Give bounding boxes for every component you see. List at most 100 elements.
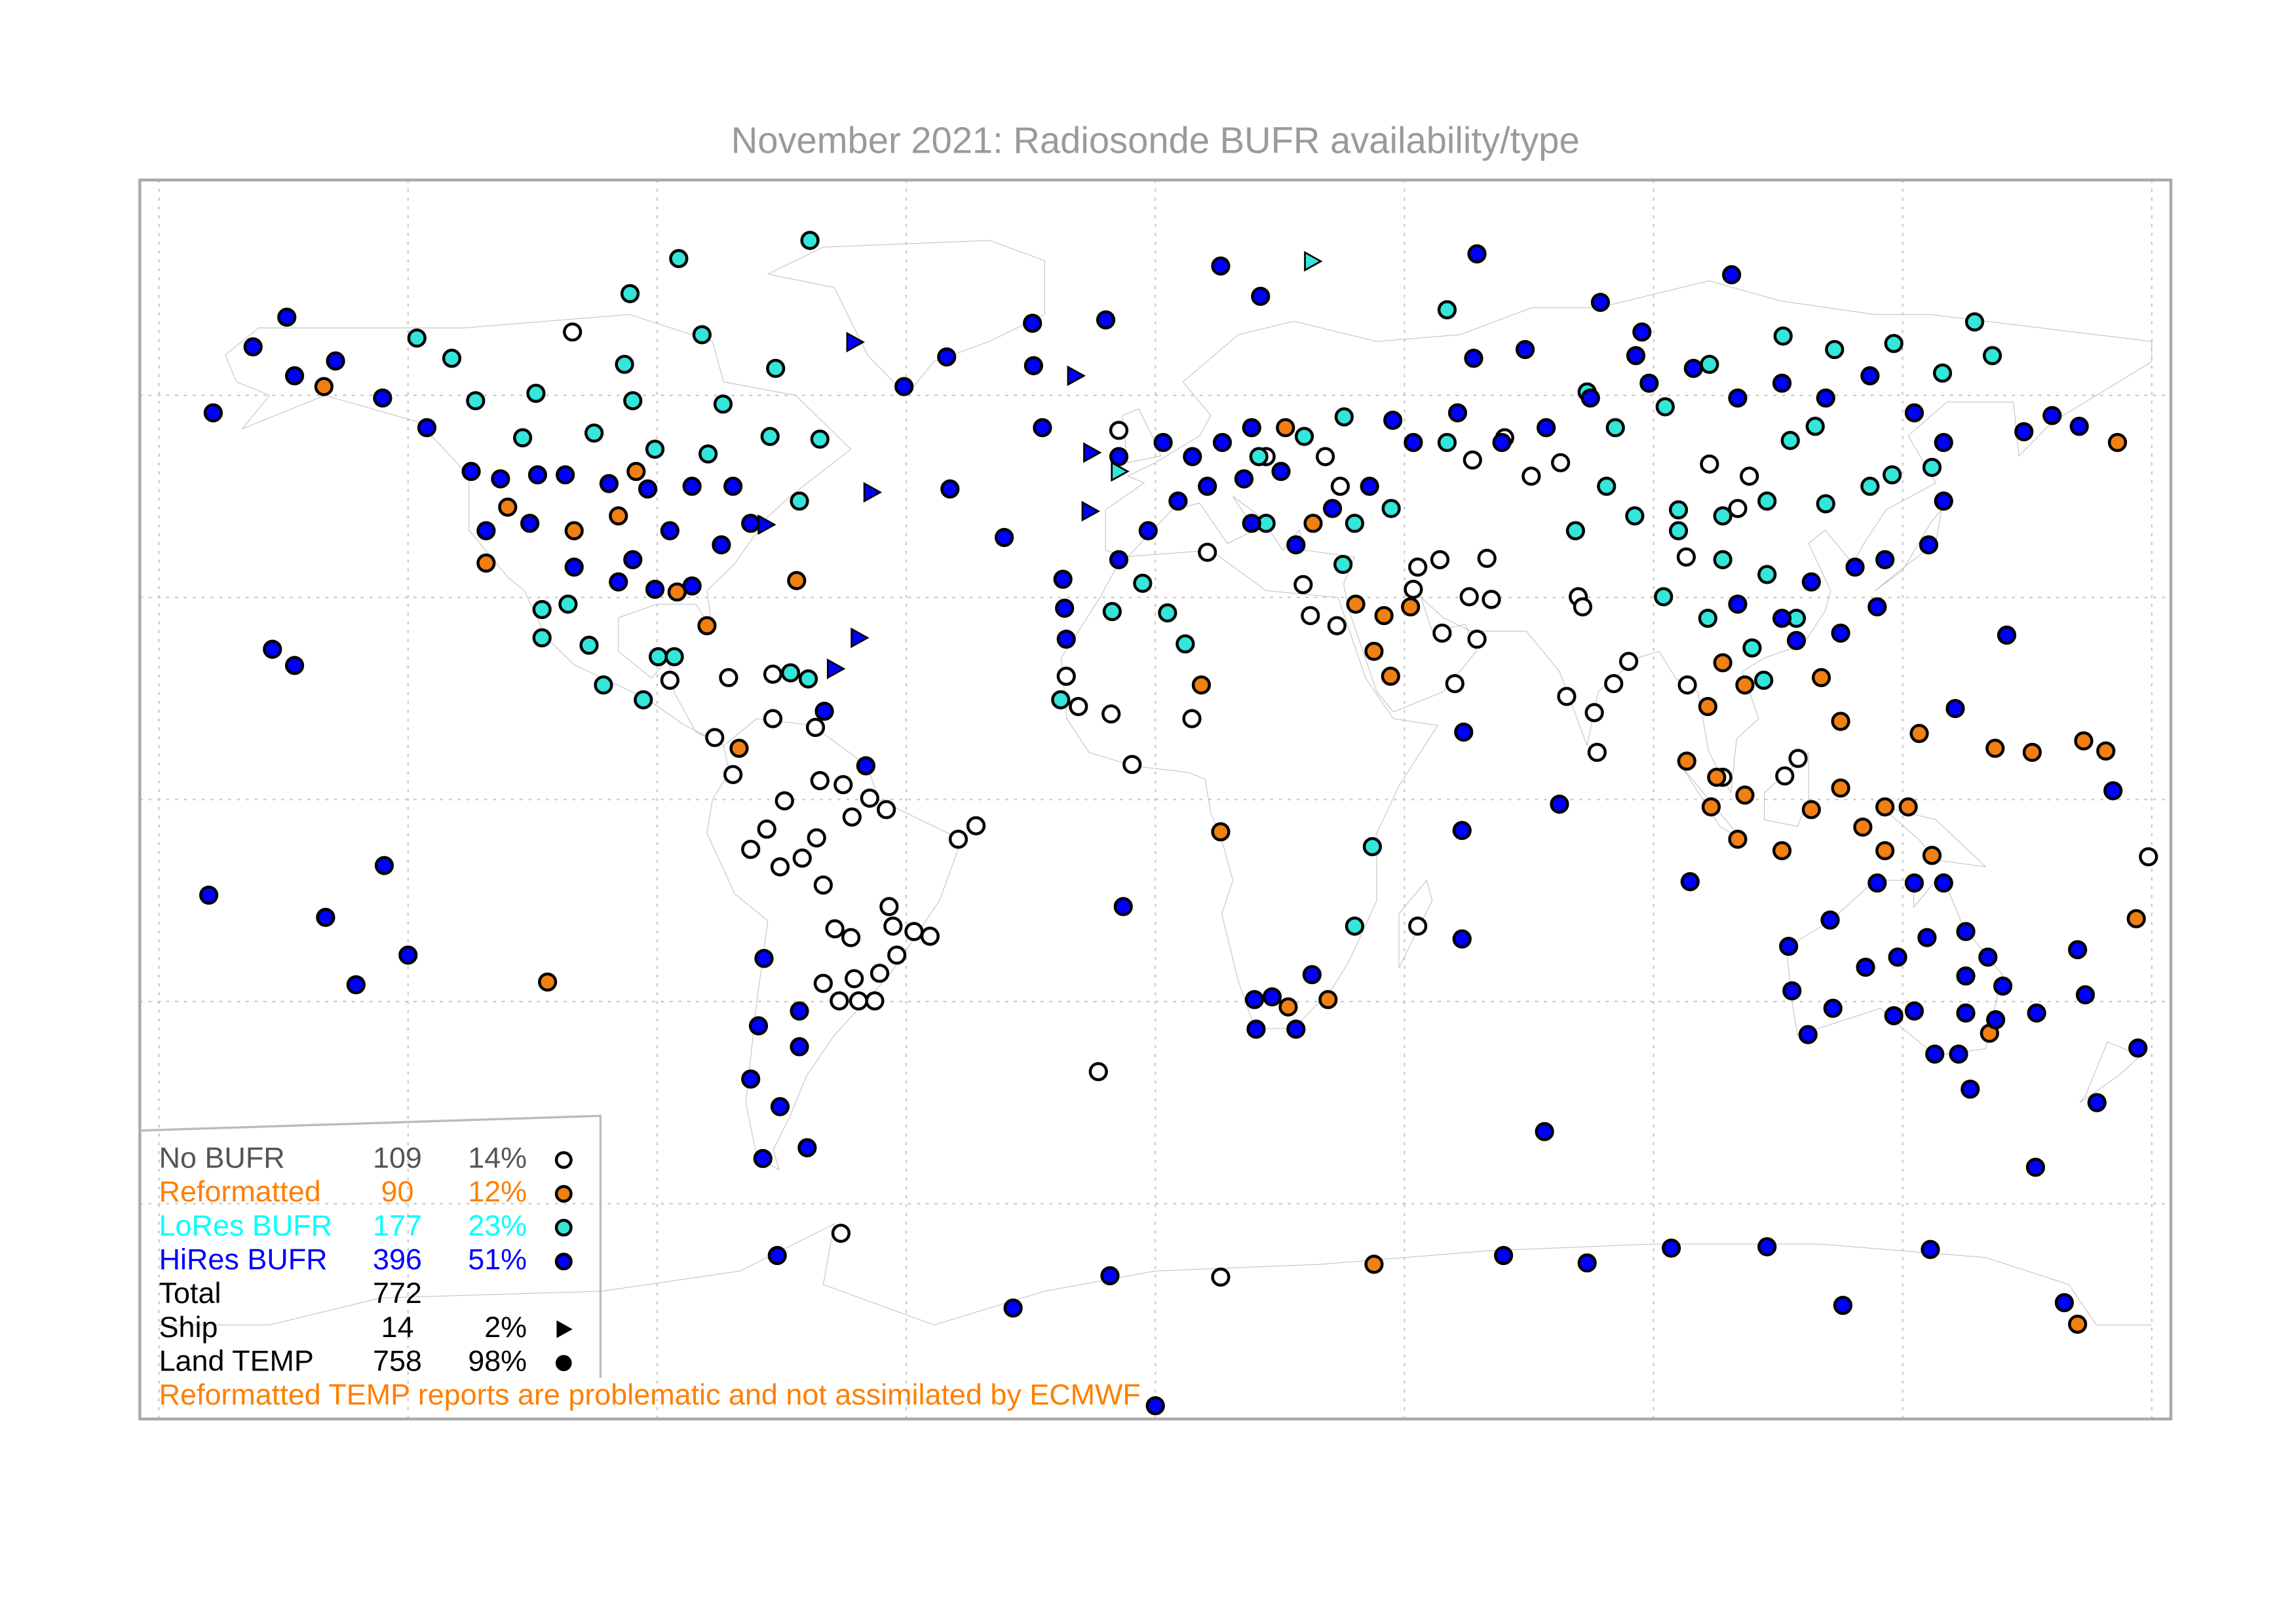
station-marker <box>1191 675 1211 695</box>
station-marker <box>1234 469 1253 489</box>
station-marker <box>813 875 833 895</box>
station-marker <box>1346 594 1366 614</box>
station-marker <box>1860 476 1880 496</box>
station-marker <box>2022 742 2042 763</box>
station-marker <box>1742 638 1762 658</box>
station-marker <box>498 497 518 517</box>
station-marker <box>1069 696 1088 717</box>
station-marker <box>1605 418 1625 438</box>
legend-count: 177 <box>373 1209 422 1242</box>
station-marker <box>1772 609 1792 628</box>
station-marker <box>1333 554 1353 575</box>
map-frame <box>138 178 2173 1421</box>
coastline <box>707 719 962 1170</box>
station-marker <box>398 945 418 965</box>
station-marker <box>1655 397 1675 417</box>
station-marker <box>767 1245 787 1266</box>
ship-marker <box>757 514 776 535</box>
station-marker <box>1626 346 1646 366</box>
station-marker <box>1212 432 1233 453</box>
station-marker <box>1158 603 1177 623</box>
station-marker <box>723 476 743 496</box>
station-marker <box>1875 840 1895 861</box>
station-marker <box>1757 491 1777 511</box>
station-marker <box>825 919 845 939</box>
legend-count: 109 <box>373 1141 422 1175</box>
legend-marker <box>554 1218 573 1237</box>
station-marker <box>1467 630 1487 649</box>
station-marker <box>792 848 812 868</box>
station-marker <box>1360 476 1379 496</box>
station-marker <box>1922 457 1942 478</box>
station-marker <box>1033 418 1052 438</box>
station-marker <box>1780 430 1800 450</box>
station-marker <box>599 474 619 493</box>
station-marker <box>1772 840 1792 861</box>
station-marker <box>2025 1158 2046 1177</box>
legend-percent: 2% <box>484 1310 527 1344</box>
legend-count: 90 <box>381 1175 413 1208</box>
station-marker <box>741 1069 761 1089</box>
station-marker <box>1801 572 1821 592</box>
station-marker <box>1211 822 1231 842</box>
station-marker <box>1801 800 1821 820</box>
legend-percent: 12% <box>468 1175 527 1208</box>
station-marker <box>713 394 733 414</box>
station-marker <box>1811 668 1831 687</box>
station-marker <box>1334 407 1354 426</box>
station-marker <box>314 377 334 396</box>
station-marker <box>1754 670 1774 690</box>
station-marker <box>810 429 830 449</box>
station-marker <box>1577 1253 1597 1273</box>
station-marker <box>558 594 578 614</box>
station-marker <box>697 616 717 635</box>
station-marker <box>763 664 783 684</box>
ship-marker <box>1304 251 1323 272</box>
station-marker <box>2074 731 2094 751</box>
station-marker <box>770 857 790 877</box>
station-marker <box>920 926 940 946</box>
station-marker <box>1383 410 1403 430</box>
station-marker <box>790 1001 809 1021</box>
ship-marker <box>863 482 883 503</box>
station-marker <box>1680 872 1700 892</box>
station-marker <box>620 284 640 303</box>
legend-count: 396 <box>373 1243 422 1276</box>
station-marker <box>623 550 643 569</box>
station-marker <box>790 491 809 511</box>
station-marker <box>1677 751 1696 771</box>
station-marker <box>894 377 914 396</box>
station-marker <box>584 423 604 443</box>
station-marker <box>2139 847 2158 867</box>
station-marker <box>1668 521 1689 540</box>
station-marker <box>1584 703 1604 723</box>
station-marker <box>1700 454 1719 474</box>
station-marker <box>1625 506 1645 526</box>
station-marker <box>527 465 548 485</box>
station-marker <box>645 579 665 599</box>
station-marker <box>1302 965 1322 985</box>
station-marker <box>476 553 496 573</box>
station-marker <box>1925 1044 1945 1064</box>
station-marker <box>1831 778 1850 798</box>
station-marker <box>1618 652 1639 671</box>
station-marker <box>1286 1019 1306 1039</box>
station-marker <box>1535 1122 1554 1141</box>
station-marker <box>660 670 679 690</box>
station-marker <box>1055 598 1075 618</box>
station-marker <box>754 949 774 968</box>
station-marker <box>1452 821 1472 840</box>
station-marker <box>2096 741 2116 761</box>
station-marker <box>1867 597 1887 616</box>
station-marker <box>1101 704 1121 724</box>
station-marker <box>2068 940 2088 960</box>
station-marker <box>1246 1019 1266 1039</box>
station-marker <box>1932 363 1953 383</box>
legend-label: No BUFR <box>159 1141 285 1175</box>
coastline <box>159 1224 2152 1325</box>
legend-percent: 14% <box>468 1141 527 1175</box>
station-marker <box>1515 339 1535 360</box>
station-marker <box>1700 354 1719 374</box>
station-marker <box>1322 499 1343 518</box>
